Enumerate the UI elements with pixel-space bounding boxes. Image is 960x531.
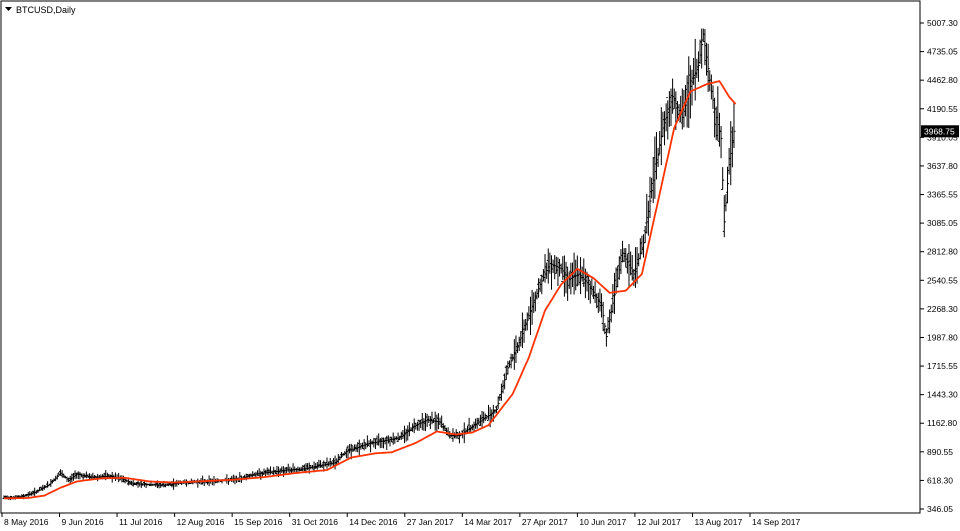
y-tick-label: 4735.05 [927, 47, 958, 57]
ohlc-bar [509, 353, 513, 369]
y-tick-label: 3637.80 [927, 161, 958, 171]
y-tick-label: 2812.80 [927, 247, 958, 257]
collapse-triangle-icon[interactable] [5, 7, 12, 11]
ohlc-bar [496, 396, 500, 409]
x-tick-label: 8 May 2016 [4, 517, 49, 527]
ohlc-bar [721, 167, 725, 191]
ohlc-bar [340, 451, 344, 459]
y-tick-label: 2268.30 [927, 304, 958, 314]
x-tick-label: 14 Sep 2017 [752, 517, 800, 527]
x-tick-label: 9 Jun 2016 [62, 517, 104, 527]
ohlc-bar [36, 489, 40, 494]
symbol-header[interactable]: BTCUSD,Daily [5, 5, 76, 15]
x-tick-label: 14 Dec 2016 [349, 517, 397, 527]
y-tick-label: 2540.55 [927, 275, 958, 285]
x-tick-label: 14 Mar 2017 [464, 517, 512, 527]
current-price-label: 3968.75 [924, 126, 955, 136]
ohlc-bar [55, 474, 59, 480]
current-price-box [921, 125, 959, 138]
price-axis[interactable]: 5007.30 4735.05 4462.80 4190.55 3910.05 3637.… [920, 18, 958, 514]
x-tick-label: 13 Aug 2017 [694, 517, 742, 527]
ohlc-bar [719, 126, 723, 159]
x-tick-label: 15 Sep 2016 [234, 517, 282, 527]
moving-average-layer [3, 80, 737, 500]
ohlc-bar [722, 195, 726, 238]
x-tick-label: 10 Jun 2017 [579, 517, 626, 527]
ohlc-bar [732, 102, 736, 149]
ohlc-bar [506, 360, 510, 375]
y-tick-label: 890.55 [927, 447, 953, 457]
y-tick-label: 5007.30 [927, 18, 958, 28]
ohlc-bar [696, 51, 700, 82]
ohlc-bar [603, 323, 607, 335]
moving-average-line [3, 80, 737, 500]
y-tick-label: 4462.80 [927, 75, 958, 85]
ohlc-bar [495, 406, 499, 413]
y-tick-label: 1162.80 [927, 418, 957, 428]
plot-frame [0, 0, 921, 514]
y-tick-label: 4190.55 [927, 104, 958, 114]
y-tick-label: 618.30 [927, 475, 953, 485]
symbol-title: BTCUSD,Daily [16, 5, 76, 15]
x-tick-label: 12 Jul 2017 [637, 517, 681, 527]
y-tick-label: 3910.05 [927, 132, 958, 142]
y-tick-label: 1987.80 [927, 332, 958, 342]
y-tick-label: 1443.30 [927, 390, 958, 400]
ohlc-bar [726, 166, 730, 204]
ohlc-bar [50, 479, 54, 484]
ohlc-bar [601, 301, 605, 332]
ohlc-bar [700, 28, 704, 69]
current-price-marker: 3968.75 [921, 125, 959, 138]
ohlc-bar [612, 272, 616, 314]
x-tick-label: 11 Jul 2016 [119, 517, 163, 527]
ohlc-bar [604, 328, 608, 347]
y-tick-label: 3085.05 [927, 218, 958, 228]
x-tick-label: 27 Jan 2017 [407, 517, 454, 527]
y-tick-label: 3365.55 [927, 190, 958, 200]
x-tick-label: 27 Apr 2017 [522, 517, 568, 527]
time-axis[interactable]: 8 May 2016 9 Jun 2016 11 Jul 2016 12 Aug 20… [1, 513, 800, 527]
y-tick-label: 346.05 [927, 504, 953, 514]
x-tick-label: 31 Oct 2016 [292, 517, 339, 527]
y-tick-label: 1715.55 [927, 361, 958, 371]
x-tick-label: 12 Aug 2016 [177, 517, 225, 527]
ohlc-bar [648, 176, 652, 218]
ohlc-bar [525, 312, 529, 331]
